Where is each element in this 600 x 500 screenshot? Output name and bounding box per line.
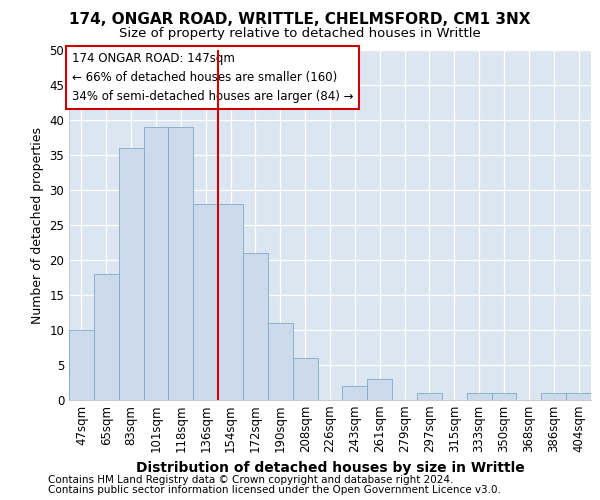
- Text: 174, ONGAR ROAD, WRITTLE, CHELMSFORD, CM1 3NX: 174, ONGAR ROAD, WRITTLE, CHELMSFORD, CM…: [69, 12, 531, 28]
- Bar: [119, 148, 143, 400]
- X-axis label: Distribution of detached houses by size in Writtle: Distribution of detached houses by size …: [136, 461, 524, 475]
- Bar: [193, 204, 218, 400]
- Bar: [417, 393, 442, 400]
- Bar: [566, 393, 591, 400]
- Text: 174 ONGAR ROAD: 147sqm
← 66% of detached houses are smaller (160)
34% of semi-de: 174 ONGAR ROAD: 147sqm ← 66% of detached…: [71, 52, 353, 103]
- Bar: [94, 274, 119, 400]
- Bar: [268, 323, 293, 400]
- Bar: [541, 393, 566, 400]
- Text: Size of property relative to detached houses in Writtle: Size of property relative to detached ho…: [119, 28, 481, 40]
- Bar: [343, 386, 367, 400]
- Bar: [143, 127, 169, 400]
- Bar: [218, 204, 243, 400]
- Bar: [293, 358, 317, 400]
- Bar: [367, 379, 392, 400]
- Bar: [491, 393, 517, 400]
- Text: Contains HM Land Registry data © Crown copyright and database right 2024.: Contains HM Land Registry data © Crown c…: [48, 475, 454, 485]
- Bar: [69, 330, 94, 400]
- Bar: [467, 393, 491, 400]
- Bar: [169, 127, 193, 400]
- Y-axis label: Number of detached properties: Number of detached properties: [31, 126, 44, 324]
- Bar: [243, 253, 268, 400]
- Text: Contains public sector information licensed under the Open Government Licence v3: Contains public sector information licen…: [48, 485, 501, 495]
